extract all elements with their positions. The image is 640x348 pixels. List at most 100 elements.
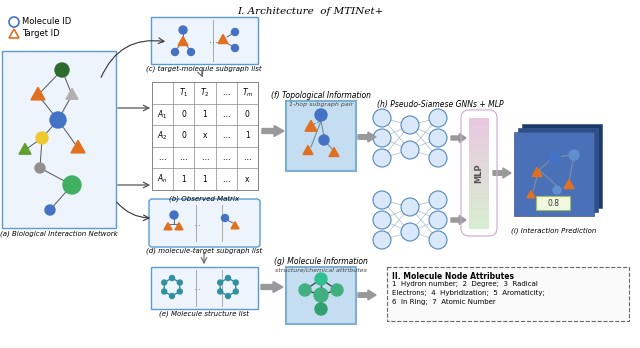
Bar [469, 133, 489, 136]
Bar [469, 122, 489, 125]
Circle shape [373, 231, 391, 249]
FancyBboxPatch shape [387, 267, 629, 321]
Circle shape [319, 135, 329, 145]
Polygon shape [451, 134, 466, 142]
Text: $\cdots$: $\cdots$ [222, 153, 230, 162]
Bar [469, 206, 489, 209]
Bar [469, 217, 489, 220]
Circle shape [429, 191, 447, 209]
Bar [469, 131, 489, 134]
Bar [469, 224, 489, 226]
Text: I. Architecture  of MTINet+: I. Architecture of MTINet+ [237, 7, 383, 16]
Bar [469, 175, 489, 178]
Bar [469, 193, 489, 196]
Text: $\cdots$: $\cdots$ [158, 153, 167, 162]
Text: $A_1$: $A_1$ [157, 108, 168, 121]
Bar [152, 82, 258, 190]
Text: 0.8: 0.8 [547, 198, 559, 207]
Polygon shape [231, 222, 239, 229]
Bar [469, 208, 489, 211]
Polygon shape [178, 37, 188, 46]
Text: (f) Topological Information: (f) Topological Information [271, 91, 371, 100]
Polygon shape [451, 215, 466, 224]
Text: $\cdots$: $\cdots$ [222, 175, 230, 184]
Polygon shape [164, 223, 172, 230]
Text: $T_2$: $T_2$ [200, 87, 210, 99]
Bar [469, 226, 489, 229]
FancyBboxPatch shape [149, 199, 260, 247]
Polygon shape [358, 132, 376, 142]
Polygon shape [303, 145, 313, 155]
Circle shape [373, 129, 391, 147]
Polygon shape [329, 148, 339, 157]
Bar [469, 186, 489, 189]
Circle shape [63, 176, 81, 194]
Polygon shape [261, 282, 283, 293]
Circle shape [170, 276, 175, 280]
Circle shape [45, 205, 55, 215]
Circle shape [234, 280, 238, 285]
Polygon shape [31, 87, 45, 100]
Bar [469, 156, 489, 158]
Circle shape [170, 211, 178, 219]
Polygon shape [175, 223, 183, 230]
Bar [469, 149, 489, 151]
Polygon shape [66, 88, 78, 99]
Bar [469, 182, 489, 184]
Bar [469, 177, 489, 180]
Text: 1  Hydron number;  2  Degree;  3  Radical: 1 Hydron number; 2 Degree; 3 Radical [392, 281, 538, 287]
Bar [469, 197, 489, 200]
Bar [469, 125, 489, 127]
Polygon shape [358, 290, 376, 300]
Text: (a) Biological Interaction Network: (a) Biological Interaction Network [0, 230, 118, 237]
Circle shape [170, 293, 175, 299]
Polygon shape [71, 140, 85, 153]
FancyBboxPatch shape [151, 17, 258, 64]
FancyBboxPatch shape [151, 267, 258, 309]
Circle shape [569, 150, 579, 160]
Text: MLP: MLP [474, 163, 483, 183]
Circle shape [225, 276, 230, 280]
FancyBboxPatch shape [2, 51, 116, 228]
Circle shape [314, 288, 328, 302]
Text: (h) Pseudo-Siamese GNNs + MLP: (h) Pseudo-Siamese GNNs + MLP [377, 100, 503, 109]
Text: $\cdots$: $\cdots$ [243, 153, 252, 162]
Bar [469, 151, 489, 154]
Polygon shape [493, 168, 511, 178]
Text: (b) Observed Matrix: (b) Observed Matrix [169, 195, 239, 201]
Circle shape [331, 284, 343, 296]
Circle shape [299, 284, 311, 296]
Circle shape [172, 48, 179, 55]
Bar [469, 171, 489, 174]
Circle shape [401, 141, 419, 159]
Polygon shape [262, 126, 284, 136]
Circle shape [162, 280, 166, 285]
Circle shape [221, 214, 228, 221]
FancyBboxPatch shape [286, 101, 356, 171]
Text: 1: 1 [245, 132, 250, 141]
FancyBboxPatch shape [514, 132, 594, 216]
Bar [469, 136, 489, 138]
Text: (e) Molecule structure list: (e) Molecule structure list [159, 310, 249, 317]
Polygon shape [532, 167, 542, 176]
Text: Electrons;  4  Hybridization;  5  Aromaticity;: Electrons; 4 Hybridization; 5 Aromaticit… [392, 290, 545, 296]
Circle shape [55, 63, 69, 77]
Text: 1-hop subgraph pair: 1-hop subgraph pair [289, 102, 353, 107]
Polygon shape [19, 143, 31, 154]
Bar [469, 184, 489, 187]
Text: (i) Interaction Prediction: (i) Interaction Prediction [511, 227, 596, 234]
FancyBboxPatch shape [536, 196, 570, 210]
Text: $T_1$: $T_1$ [179, 87, 189, 99]
Bar [469, 162, 489, 165]
Text: $\cdots$: $\cdots$ [179, 153, 188, 162]
Text: 1: 1 [181, 175, 186, 184]
Circle shape [162, 289, 166, 294]
Circle shape [218, 280, 223, 285]
Text: $\cdots$: $\cdots$ [222, 110, 230, 119]
Bar [469, 147, 489, 149]
Circle shape [315, 273, 327, 285]
Bar [469, 211, 489, 213]
Text: Target ID: Target ID [22, 30, 60, 39]
Circle shape [232, 45, 239, 52]
Circle shape [315, 303, 327, 315]
